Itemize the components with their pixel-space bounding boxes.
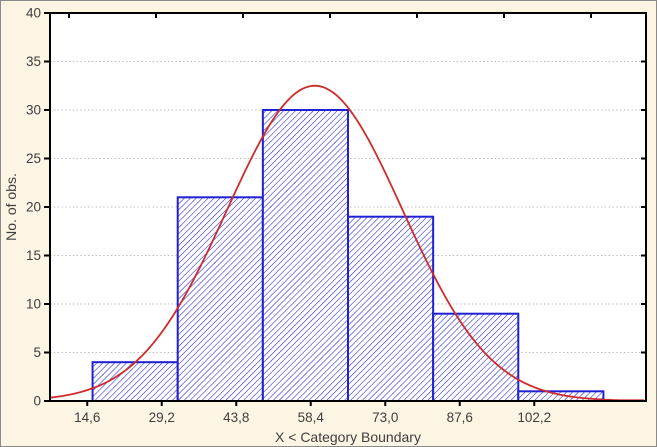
y-tick-labels: 0 5 10 15 20 25 30 35 40 bbox=[26, 6, 41, 409]
x-tick-label: 29,2 bbox=[149, 410, 175, 425]
x-tick-label: 43,8 bbox=[223, 410, 249, 425]
histogram-bar bbox=[91, 361, 179, 403]
histogram-bar bbox=[261, 109, 350, 402]
y-tick-label: 10 bbox=[26, 297, 41, 312]
histogram-bar bbox=[347, 215, 435, 402]
y-tick-label: 5 bbox=[33, 345, 41, 360]
gridlines bbox=[50, 61, 646, 353]
histogram-bar bbox=[432, 312, 520, 403]
x-tick-label: 102,2 bbox=[517, 410, 551, 425]
y-tick-label: 20 bbox=[26, 200, 41, 215]
x-tick-labels: 14,6 29,2 43,8 58,4 73,0 87,6 102,2 bbox=[74, 410, 551, 425]
y-axis-title: No. of obs. bbox=[3, 173, 19, 241]
y-tick-label: 0 bbox=[33, 394, 41, 409]
x-tick-label: 58,4 bbox=[298, 410, 325, 425]
axis-ticks bbox=[44, 12, 646, 406]
y-tick-label: 25 bbox=[26, 151, 41, 166]
x-tick-label: 14,6 bbox=[74, 410, 100, 425]
histogram-bar bbox=[176, 196, 264, 402]
y-tick-label: 35 bbox=[26, 54, 41, 69]
y-tick-label: 15 bbox=[26, 248, 41, 263]
y-tick-label: 40 bbox=[26, 6, 41, 21]
x-tick-label: 73,0 bbox=[372, 410, 398, 425]
x-tick-label: 87,6 bbox=[447, 410, 473, 425]
normal-curve bbox=[49, 84, 644, 402]
y-tick-label: 30 bbox=[26, 103, 41, 118]
x-axis-title: X < Category Boundary bbox=[275, 429, 421, 445]
